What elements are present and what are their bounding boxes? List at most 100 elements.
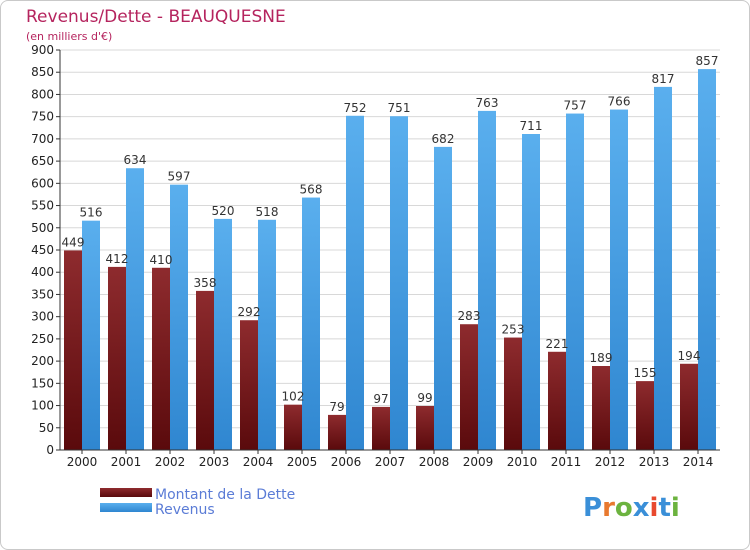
x-tick-label: 2006	[331, 455, 362, 469]
bar-revenus	[610, 109, 628, 451]
data-label-debt: 97	[373, 392, 388, 406]
y-tick-label: 350	[31, 287, 54, 301]
logo-letter: o	[615, 493, 633, 523]
y-tick-label: 0	[46, 443, 54, 457]
logo-letter: i	[671, 493, 680, 523]
x-tick-label: 2012	[595, 455, 626, 469]
x-axis-ticks: 2000 2001 2002 2003 2004 2005 2006 2007 2008 2009…	[67, 450, 713, 469]
bar-revenus	[522, 134, 540, 450]
data-label-debt: 358	[194, 276, 217, 290]
y-tick-label: 100	[31, 399, 54, 413]
y-tick-label: 700	[31, 132, 54, 146]
x-tick-label: 2004	[243, 455, 274, 469]
bar-revenus	[478, 110, 496, 450]
data-label-debt: 155	[634, 366, 657, 380]
data-label-debt: 412	[106, 252, 129, 266]
bar-debt	[592, 366, 610, 450]
bar-debt	[196, 290, 214, 450]
bar-revenus	[126, 168, 144, 450]
data-label-debt: 292	[238, 305, 261, 319]
bar-debt	[152, 267, 170, 450]
x-tick-label: 2010	[507, 455, 538, 469]
legend: Montant de la Dette Revenus	[100, 487, 295, 518]
bar-debt	[636, 381, 654, 450]
y-tick-label: 150	[31, 376, 54, 390]
data-label-debt: 99	[417, 391, 432, 405]
bar-debt	[460, 324, 478, 450]
bar-debt	[416, 406, 434, 450]
x-tick-label: 2008	[419, 455, 450, 469]
bar-debt	[108, 266, 126, 450]
bar-revenus	[82, 220, 100, 450]
legend-label-debt: Montant de la Dette	[155, 487, 295, 503]
bar-revenus	[346, 115, 364, 451]
chart-title: Revenus/Dette - BEAUQUESNE	[26, 7, 286, 27]
data-label-revenus: 682	[432, 132, 455, 146]
bar-debt	[284, 404, 302, 450]
data-label-revenus: 597	[168, 170, 191, 184]
chart-subtitle: (en milliers d'€)	[26, 30, 112, 43]
y-tick-label: 450	[31, 243, 54, 257]
y-tick-label: 600	[31, 176, 54, 190]
x-tick-label: 2000	[67, 455, 98, 469]
data-label-debt: 79	[329, 400, 344, 414]
data-label-debt: 102	[282, 390, 305, 404]
bar-revenus	[434, 146, 452, 450]
x-tick-label: 2001	[111, 455, 142, 469]
legend-swatch-debt	[100, 488, 152, 497]
x-tick-label: 2005	[287, 455, 318, 469]
data-label-revenus: 751	[388, 101, 411, 115]
data-label-revenus: 752	[344, 101, 367, 115]
logo-letter: P	[583, 493, 602, 523]
data-label-revenus: 634	[124, 153, 147, 167]
data-label-revenus: 857	[696, 54, 719, 68]
x-tick-label: 2011	[551, 455, 582, 469]
x-tick-label: 2009	[463, 455, 494, 469]
x-tick-label: 2003	[199, 455, 230, 469]
legend-swatch-revenus	[100, 503, 152, 512]
data-label-debt: 194	[678, 349, 701, 363]
data-label-revenus: 763	[476, 96, 499, 110]
y-tick-label: 500	[31, 221, 54, 235]
y-tick-label: 300	[31, 310, 54, 324]
bar-debt	[240, 320, 258, 450]
bar-debt	[64, 250, 82, 450]
logo-letter: t	[658, 493, 670, 523]
data-label-debt: 283	[458, 309, 481, 323]
data-label-revenus: 516	[80, 206, 103, 220]
legend-label-revenus: Revenus	[155, 502, 215, 518]
y-tick-label: 650	[31, 154, 54, 168]
data-label-revenus: 518	[256, 205, 279, 219]
bar-revenus	[698, 69, 716, 450]
bar-debt	[372, 406, 390, 450]
y-axis-ticks: 0 50 100 150 200 250 300 350 400 450 500 550 600 650 7…	[31, 43, 60, 457]
data-label-revenus: 766	[608, 95, 631, 109]
x-tick-label: 2013	[639, 455, 670, 469]
bar-debt	[548, 351, 566, 450]
data-label-revenus: 757	[564, 99, 587, 113]
data-label-revenus: 520	[212, 204, 235, 218]
bar-revenus	[390, 116, 408, 450]
y-tick-label: 400	[31, 265, 54, 279]
data-label-revenus: 568	[300, 183, 323, 197]
y-tick-label: 850	[31, 65, 54, 79]
y-tick-label: 900	[31, 43, 54, 57]
bar-debt	[328, 414, 346, 450]
bar-revenus	[566, 113, 584, 451]
bar-revenus	[214, 218, 232, 450]
logo-letter: i	[650, 493, 659, 523]
data-label-debt: 449	[62, 235, 85, 249]
bar-revenus	[258, 219, 276, 450]
logo-letter: x	[633, 493, 650, 523]
data-label-revenus: 817	[652, 72, 675, 86]
y-tick-label: 50	[39, 421, 54, 435]
bar-revenus	[302, 197, 320, 450]
x-tick-label: 2007	[375, 455, 406, 469]
bar-debt	[680, 363, 698, 450]
data-label-debt: 189	[590, 351, 613, 365]
y-tick-label: 200	[31, 354, 54, 368]
y-tick-label: 800	[31, 87, 54, 101]
y-tick-label: 550	[31, 199, 54, 213]
data-label-debt: 221	[546, 337, 569, 351]
